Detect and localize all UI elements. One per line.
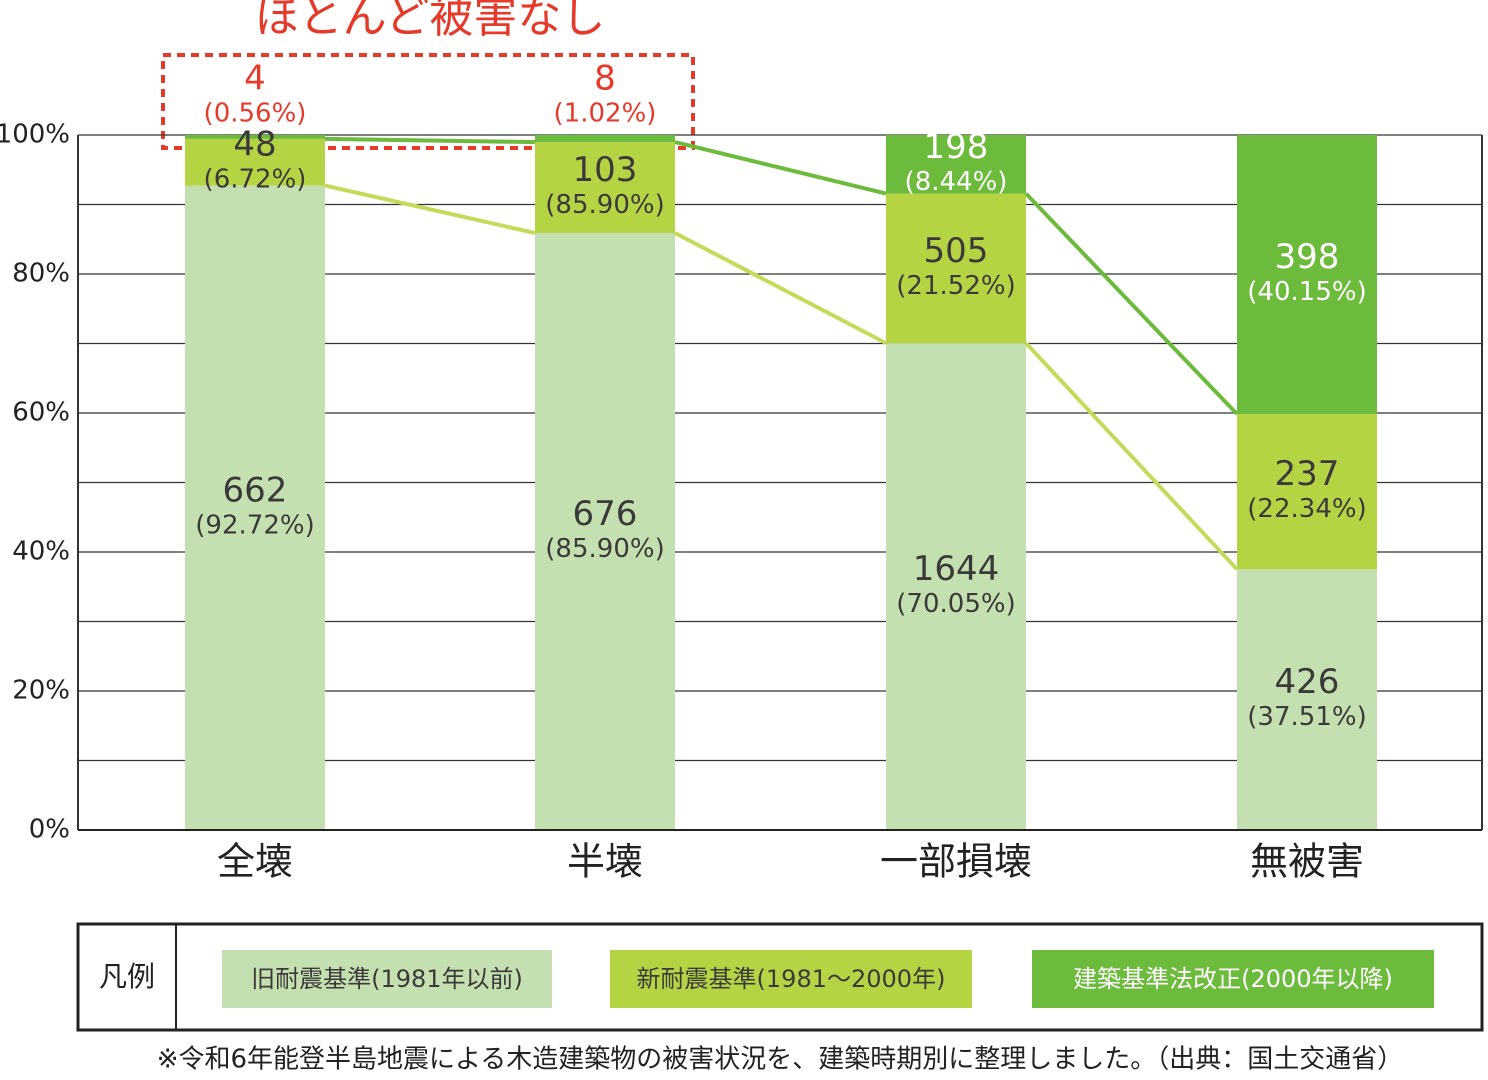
x-tick-label: 一部損壊: [880, 840, 1032, 884]
legend-label: 建築基準法改正(2000年以降): [1073, 965, 1393, 993]
x-tick-label: 無被害: [1250, 840, 1364, 884]
connector: [674, 231, 887, 345]
count-label: 8: [594, 59, 616, 99]
bar-segment: [1237, 135, 1377, 415]
percent-label: (85.90%): [545, 190, 664, 220]
count-label: 237: [1275, 454, 1340, 494]
count-label: 426: [1275, 662, 1340, 702]
count-label: 662: [223, 470, 288, 510]
percent-label: (6.72%): [204, 165, 307, 195]
count-label: 4: [244, 59, 266, 99]
bar-segment: [535, 142, 675, 233]
bar-segment: [886, 134, 1026, 194]
legend-swatch: [610, 950, 972, 1008]
y-tick-label: 100%: [0, 120, 70, 150]
y-tick-label: 80%: [12, 259, 70, 289]
percent-label: (1.02%): [554, 99, 657, 129]
bar-segment: [886, 193, 1026, 344]
connector: [324, 136, 536, 145]
percent-label: (21.52%): [896, 271, 1015, 301]
connector: [1024, 192, 1239, 416]
y-tick-label: 20%: [12, 676, 70, 706]
connector: [674, 140, 887, 196]
percent-label: (70.05%): [896, 589, 1015, 619]
percent-label: (92.72%): [195, 510, 314, 540]
bar-segment: [185, 138, 325, 186]
bar-segment: [1237, 414, 1377, 570]
count-label: 505: [924, 231, 989, 271]
percent-label: (40.15%): [1247, 277, 1366, 307]
bar-segment: [535, 232, 675, 830]
connector: [324, 183, 536, 235]
legend-box: [76, 922, 1484, 1032]
legend-label: 新耐震基準(1981～2000年): [637, 965, 946, 993]
annotation-box: [161, 53, 695, 150]
y-tick-label: 0%: [29, 815, 70, 845]
legend-title: 凡例: [99, 960, 155, 993]
count-label: 676: [573, 494, 638, 534]
count-label: 48: [233, 125, 276, 165]
footnote: ※令和6年能登半島地震による木造建築物の被害状況を、建築時期別に整理しました。（…: [157, 1045, 1404, 1075]
percent-label: (85.90%): [545, 534, 664, 564]
bar-segment: [886, 343, 1026, 830]
x-tick-label: 半壊: [567, 840, 643, 884]
count-label: 1644: [913, 549, 1000, 589]
bar-segment: [535, 135, 675, 143]
count-label: 398: [1275, 237, 1340, 277]
bar-segment: [185, 185, 325, 830]
y-tick-label: 40%: [12, 537, 70, 567]
legend-swatch: [222, 950, 552, 1008]
bar-segment: [1237, 569, 1377, 830]
y-tick-label: 60%: [12, 398, 70, 428]
percent-label: (0.56%): [204, 99, 307, 129]
percent-label: (8.44%): [905, 167, 1008, 197]
count-label: 103: [573, 150, 638, 190]
percent-label: (22.34%): [1247, 494, 1366, 524]
percent-label: (37.51%): [1247, 702, 1366, 732]
count-label: 198: [924, 127, 989, 167]
connector: [1024, 341, 1239, 571]
legend-label: 旧耐震基準(1981年以前): [251, 965, 523, 993]
legend-swatch: [1032, 950, 1434, 1008]
annotation: ほとんど被害なし: [255, 0, 606, 43]
x-tick-label: 全壊: [217, 840, 293, 884]
bar-segment: [185, 135, 325, 139]
